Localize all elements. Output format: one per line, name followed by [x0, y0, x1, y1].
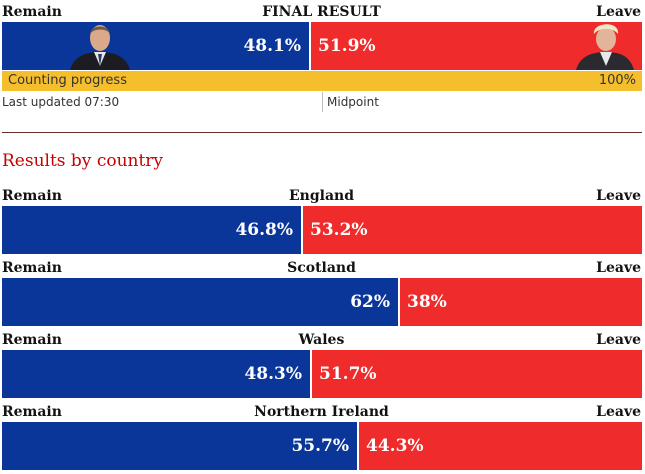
country-remain-segment: 62% — [2, 278, 398, 326]
country-name: England — [289, 188, 354, 204]
country-remain-label: Remain — [2, 188, 62, 204]
counting-progress-bar: Counting progress 100% — [2, 71, 642, 91]
last-updated-text: Last updated 07:30 — [2, 95, 120, 109]
country-leave-label: Leave — [596, 332, 641, 348]
results-by-country-title: Results by country — [2, 151, 164, 171]
country-leave-segment: 53.2% — [303, 206, 642, 254]
final-leave-label: Leave — [596, 4, 641, 20]
final-remain-label: Remain — [2, 4, 62, 20]
final-result-labels: Remain FINAL RESULT Leave — [2, 2, 641, 22]
final-leave-segment: 51.9% — [311, 22, 642, 70]
country-row-labels: Remain Northern Ireland Leave — [2, 402, 641, 422]
country-name: Wales — [298, 332, 345, 348]
counting-progress-label: Counting progress — [8, 73, 127, 88]
final-remain-pct: 48.1% — [243, 36, 301, 56]
country-leave-pct: 53.2% — [310, 220, 368, 240]
country-remain-pct: 62% — [350, 292, 390, 312]
country-name: Northern Ireland — [254, 404, 389, 420]
leave-campaigner-portrait-icon — [576, 24, 634, 70]
midpoint-marker — [322, 92, 323, 112]
country-result-bar: 46.8% 53.2% — [2, 206, 642, 254]
final-leave-pct: 51.9% — [318, 36, 376, 56]
country-leave-segment: 44.3% — [359, 422, 642, 470]
remain-campaigner-portrait-icon — [70, 25, 130, 70]
counting-progress-max: 100% — [598, 73, 636, 88]
country-remain-segment: 48.3% — [2, 350, 310, 398]
country-remain-label: Remain — [2, 260, 62, 276]
country-name: Scotland — [287, 260, 356, 276]
country-result-bar: 55.7% 44.3% — [2, 422, 642, 470]
country-remain-pct: 46.8% — [235, 220, 293, 240]
midpoint-label: Midpoint — [327, 95, 379, 109]
country-leave-pct: 44.3% — [366, 436, 424, 456]
country-leave-segment: 38% — [400, 278, 642, 326]
country-row-labels: Remain Scotland Leave — [2, 258, 641, 278]
country-row-labels: Remain England Leave — [2, 186, 641, 206]
country-result-bar: 62% 38% — [2, 278, 642, 326]
country-remain-segment: 55.7% — [2, 422, 357, 470]
section-divider — [2, 132, 642, 133]
country-leave-label: Leave — [596, 188, 641, 204]
country-result-bar: 48.3% 51.7% — [2, 350, 642, 398]
country-leave-pct: 38% — [407, 292, 447, 312]
country-remain-segment: 46.8% — [2, 206, 301, 254]
country-leave-label: Leave — [596, 260, 641, 276]
country-remain-pct: 55.7% — [291, 436, 349, 456]
country-leave-label: Leave — [596, 404, 641, 420]
country-leave-pct: 51.7% — [319, 364, 377, 384]
final-result-title: FINAL RESULT — [262, 4, 381, 20]
country-row-labels: Remain Wales Leave — [2, 330, 641, 350]
country-remain-pct: 48.3% — [244, 364, 302, 384]
country-remain-label: Remain — [2, 404, 62, 420]
final-result-bar: 48.1% 51.9% — [2, 22, 642, 70]
country-remain-label: Remain — [2, 332, 62, 348]
final-remain-segment: 48.1% — [2, 22, 309, 70]
country-leave-segment: 51.7% — [312, 350, 642, 398]
